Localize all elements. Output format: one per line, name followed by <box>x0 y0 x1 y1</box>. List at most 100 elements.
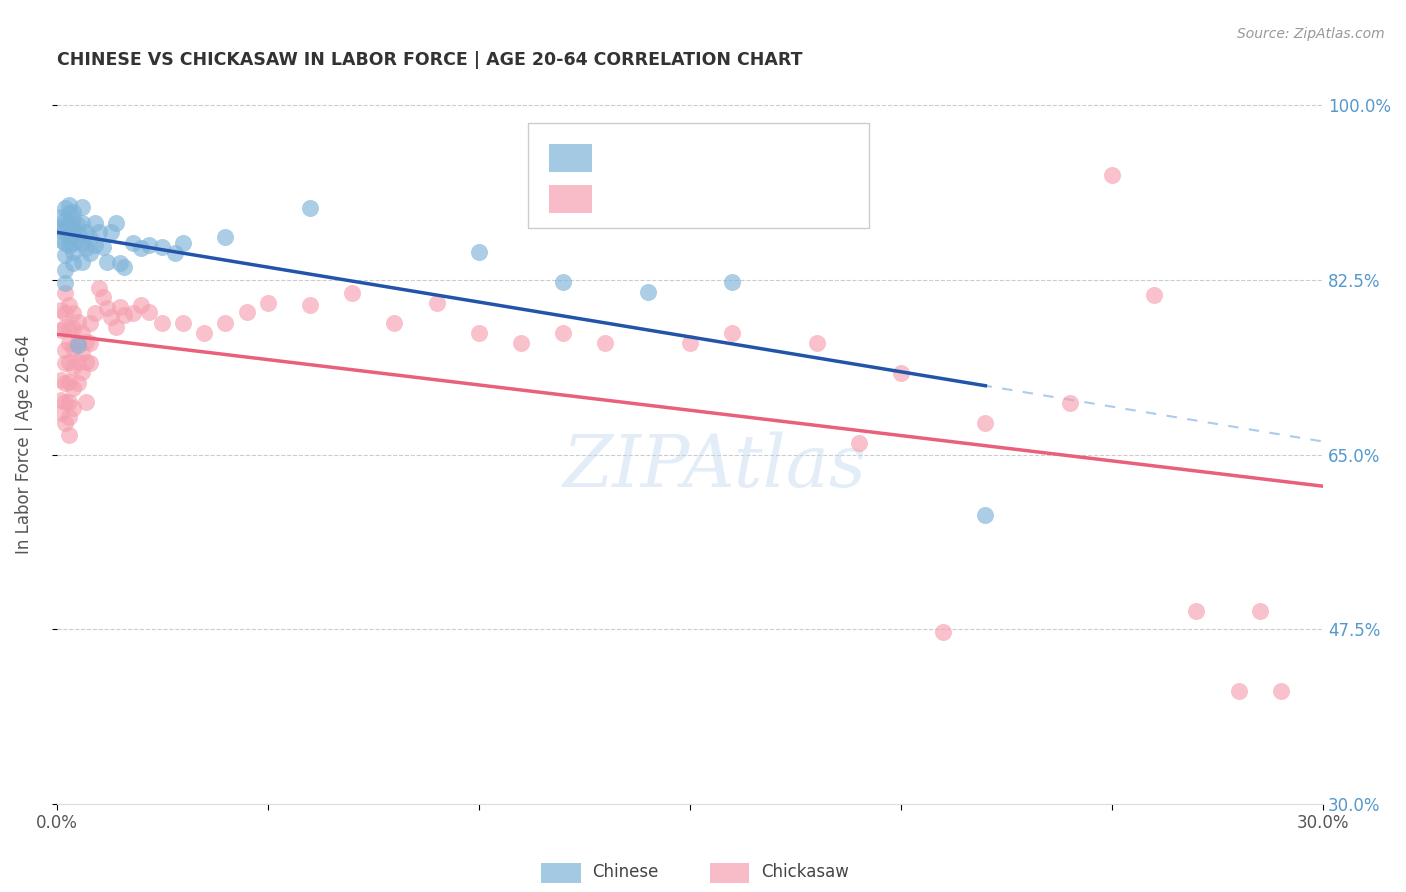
Point <box>66 233 89 247</box>
Point <box>62 220 84 235</box>
Point <box>58 216 80 230</box>
Point <box>75 241 97 255</box>
Point <box>58 238 80 252</box>
Text: Chinese: Chinese <box>592 863 658 881</box>
Point <box>70 365 93 379</box>
Point <box>62 401 84 415</box>
Point <box>340 286 363 301</box>
Point <box>58 230 80 244</box>
Point <box>1270 684 1292 698</box>
Text: R =: R = <box>606 190 641 208</box>
Text: ZIPAtlas: ZIPAtlas <box>564 431 868 501</box>
Point <box>49 406 72 420</box>
Point <box>62 359 84 374</box>
Point <box>108 256 131 270</box>
Point <box>53 376 76 390</box>
Point <box>66 315 89 329</box>
Point <box>66 338 89 352</box>
Point <box>53 356 76 370</box>
Point <box>49 211 72 225</box>
Point <box>58 355 80 369</box>
Point <box>150 316 173 330</box>
Text: 58: 58 <box>733 149 755 167</box>
Point <box>79 231 101 245</box>
Point <box>45 223 67 237</box>
Text: -0.452: -0.452 <box>631 149 690 167</box>
Point <box>96 301 118 315</box>
Point <box>58 394 80 409</box>
Point <box>679 335 702 350</box>
Point <box>53 263 76 277</box>
Point <box>70 236 93 251</box>
Point <box>112 260 135 274</box>
Point <box>150 240 173 254</box>
Point <box>1143 288 1166 302</box>
Point <box>62 256 84 270</box>
Point <box>91 240 114 254</box>
Point <box>100 225 122 239</box>
Point <box>49 373 72 387</box>
Point <box>79 335 101 350</box>
Point <box>53 416 76 430</box>
Point <box>62 306 84 320</box>
Point <box>66 334 89 349</box>
Point <box>53 236 76 251</box>
Point <box>129 298 152 312</box>
Point <box>62 341 84 355</box>
Point <box>468 326 491 340</box>
Point <box>214 316 236 330</box>
Point <box>83 238 105 252</box>
Point <box>53 320 76 334</box>
Point <box>58 206 80 220</box>
Point <box>62 381 84 395</box>
Point <box>1185 604 1208 618</box>
Point <box>58 427 80 442</box>
Point <box>58 198 80 212</box>
Point <box>298 298 321 312</box>
Point <box>62 321 84 335</box>
Point <box>1249 604 1271 618</box>
Text: R =: R = <box>606 149 641 167</box>
Point <box>75 355 97 369</box>
Point <box>62 205 84 219</box>
Point <box>172 316 194 330</box>
Point <box>848 435 870 450</box>
Text: 79: 79 <box>733 190 755 208</box>
Point <box>235 305 257 319</box>
Point <box>53 394 76 409</box>
Point <box>214 230 236 244</box>
Point <box>49 233 72 247</box>
Point <box>79 246 101 260</box>
Point <box>83 306 105 320</box>
Y-axis label: In Labor Force | Age 20-64: In Labor Force | Age 20-64 <box>15 335 32 554</box>
Point <box>66 226 89 240</box>
Point <box>87 281 110 295</box>
Point <box>637 285 659 299</box>
Point <box>193 326 215 340</box>
Point <box>70 200 93 214</box>
Point <box>58 335 80 350</box>
Point <box>806 335 828 350</box>
Point <box>83 216 105 230</box>
Point <box>974 508 997 522</box>
Point <box>1101 169 1123 183</box>
Point <box>79 316 101 330</box>
Point <box>49 220 72 235</box>
Point <box>49 303 72 318</box>
Point <box>70 216 93 230</box>
Point <box>553 326 575 340</box>
Point <box>129 241 152 255</box>
Text: -0.269: -0.269 <box>631 190 690 208</box>
Point <box>104 320 127 334</box>
Point <box>75 225 97 239</box>
Point <box>87 225 110 239</box>
Point <box>382 316 405 330</box>
Point <box>96 255 118 269</box>
Text: Source: ZipAtlas.com: Source: ZipAtlas.com <box>1237 27 1385 41</box>
Text: CHINESE VS CHICKASAW IN LABOR FORCE | AGE 20-64 CORRELATION CHART: CHINESE VS CHICKASAW IN LABOR FORCE | AG… <box>56 51 801 69</box>
Point <box>58 225 80 239</box>
Point <box>721 326 744 340</box>
Point <box>58 322 80 336</box>
Point <box>53 222 76 236</box>
Point <box>53 343 76 357</box>
